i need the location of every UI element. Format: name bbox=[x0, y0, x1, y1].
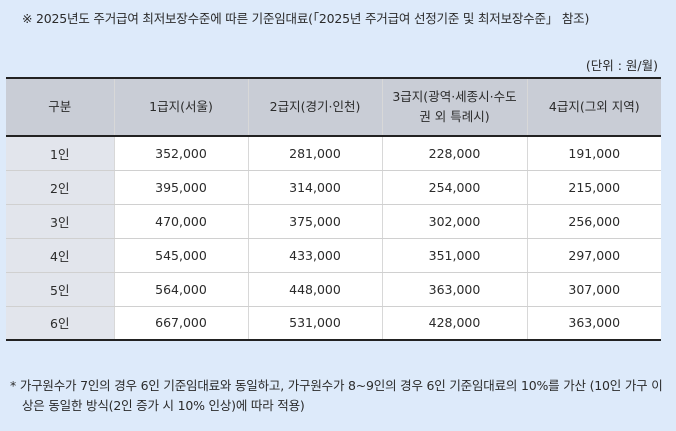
table-row: 6인 667,000 531,000 428,000 363,000 bbox=[6, 306, 661, 341]
page-title: ※ 2025년도 주거급여 최저보장수준에 따른 기준임대료(「2025년 주거… bbox=[22, 11, 590, 26]
table-row: 5인 564,000 448,000 363,000 307,000 bbox=[6, 272, 661, 307]
cell-tier-4: 307,000 bbox=[526, 272, 661, 307]
cell-tier-1: 352,000 bbox=[113, 136, 249, 171]
header-tier-4: 4급지(그외 지역) bbox=[526, 77, 661, 137]
cell-tier-4: 191,000 bbox=[526, 136, 661, 171]
cell-tier-4: 363,000 bbox=[526, 306, 661, 341]
cell-tier-3: 254,000 bbox=[381, 170, 528, 205]
cell-tier-4: 215,000 bbox=[526, 170, 661, 205]
cell-tier-2: 314,000 bbox=[247, 170, 383, 205]
cell-tier-3: 428,000 bbox=[381, 306, 528, 341]
cell-tier-2: 281,000 bbox=[247, 136, 383, 171]
cell-tier-1: 667,000 bbox=[113, 306, 249, 341]
cell-tier-2: 433,000 bbox=[247, 238, 383, 273]
unit-label: (단위 : 원/월) bbox=[585, 58, 658, 73]
cell-tier-3: 351,000 bbox=[381, 238, 528, 273]
rent-table: 구분 1급지(서울) 2급지(경기·인천) 3급지(광역·세종시·수도권 외 특… bbox=[6, 77, 661, 341]
row-label: 1인 bbox=[6, 136, 115, 171]
header-tier-1: 1급지(서울) bbox=[113, 77, 249, 137]
table-row: 3인 470,000 375,000 302,000 256,000 bbox=[6, 204, 661, 239]
cell-tier-3: 228,000 bbox=[381, 136, 528, 171]
table-row: 2인 395,000 314,000 254,000 215,000 bbox=[6, 170, 661, 205]
row-label: 4인 bbox=[6, 238, 115, 273]
table-row: 1인 352,000 281,000 228,000 191,000 bbox=[6, 136, 661, 171]
cell-tier-2: 531,000 bbox=[247, 306, 383, 341]
cell-tier-1: 395,000 bbox=[113, 170, 249, 205]
header-tier-3: 3급지(광역·세종시·수도권 외 특례시) bbox=[381, 77, 528, 137]
cell-tier-4: 256,000 bbox=[526, 204, 661, 239]
row-label: 3인 bbox=[6, 204, 115, 239]
cell-tier-2: 375,000 bbox=[247, 204, 383, 239]
cell-tier-4: 297,000 bbox=[526, 238, 661, 273]
header-tier-2: 2급지(경기·인천) bbox=[247, 77, 383, 137]
cell-tier-1: 564,000 bbox=[113, 272, 249, 307]
row-label: 6인 bbox=[6, 306, 115, 341]
cell-tier-2: 448,000 bbox=[247, 272, 383, 307]
cell-tier-3: 302,000 bbox=[381, 204, 528, 239]
row-label: 5인 bbox=[6, 272, 115, 307]
row-label: 2인 bbox=[6, 170, 115, 205]
table-header-row: 구분 1급지(서울) 2급지(경기·인천) 3급지(광역·세종시·수도권 외 특… bbox=[6, 77, 661, 137]
footnote: * 가구원수가 7인의 경우 6인 기준임대료와 동일하고, 가구원수가 8~9… bbox=[10, 378, 663, 413]
header-category: 구분 bbox=[6, 77, 115, 137]
cell-tier-3: 363,000 bbox=[381, 272, 528, 307]
table-row: 4인 545,000 433,000 351,000 297,000 bbox=[6, 238, 661, 273]
cell-tier-1: 470,000 bbox=[113, 204, 249, 239]
cell-tier-1: 545,000 bbox=[113, 238, 249, 273]
